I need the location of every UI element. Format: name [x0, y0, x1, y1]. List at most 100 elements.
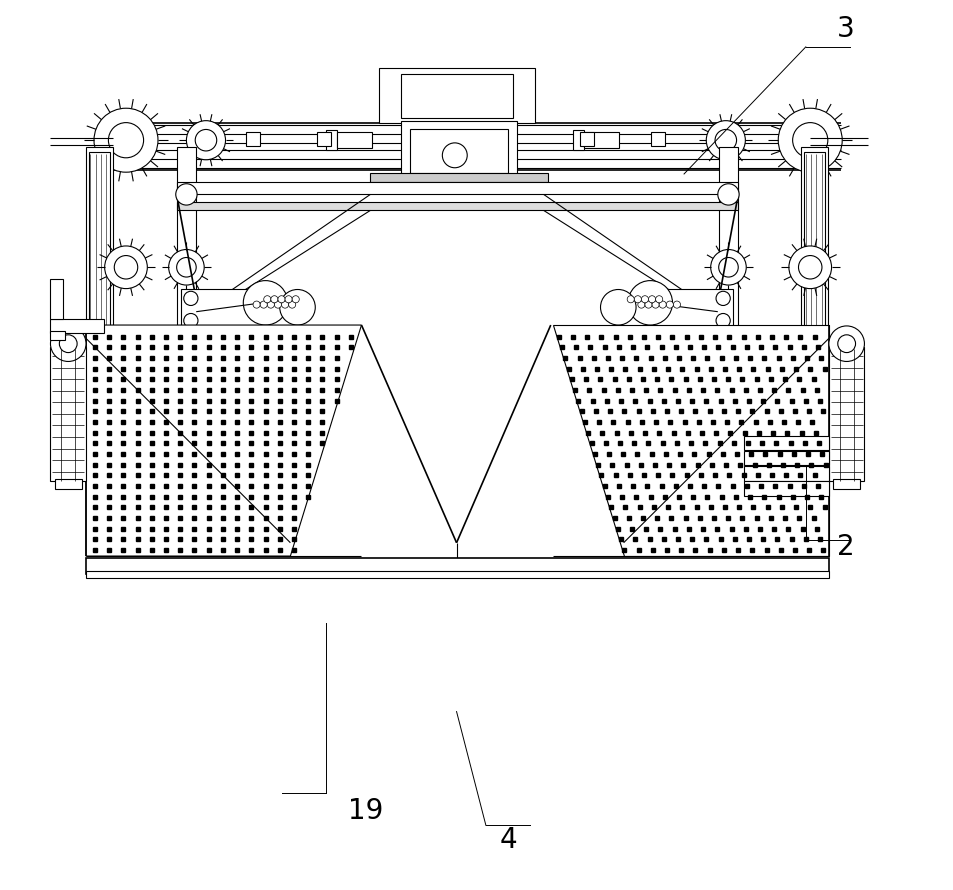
Circle shape [718, 257, 738, 277]
Circle shape [260, 301, 267, 308]
Circle shape [716, 291, 729, 305]
Bar [651, 133, 664, 147]
Bar [801, 148, 827, 498]
Bar [55, 479, 82, 490]
Bar [579, 133, 594, 147]
Bar [51, 347, 86, 481]
Circle shape [169, 249, 204, 285]
Bar [51, 279, 63, 319]
Circle shape [94, 109, 158, 172]
Circle shape [717, 183, 739, 205]
Circle shape [442, 143, 467, 167]
Circle shape [627, 280, 672, 325]
Circle shape [114, 255, 137, 279]
Circle shape [716, 336, 729, 350]
Bar [51, 331, 65, 340]
Bar [742, 481, 828, 496]
Bar [326, 131, 336, 150]
Circle shape [659, 301, 665, 308]
Circle shape [640, 295, 648, 303]
Bar [828, 347, 863, 481]
Circle shape [274, 301, 281, 308]
Circle shape [655, 295, 662, 303]
Circle shape [626, 295, 634, 303]
Circle shape [292, 295, 299, 303]
Circle shape [638, 301, 644, 308]
Circle shape [186, 121, 225, 160]
Circle shape [285, 295, 292, 303]
Circle shape [634, 295, 640, 303]
Circle shape [184, 313, 198, 328]
Bar [742, 466, 828, 481]
Bar [718, 148, 738, 498]
Bar [401, 74, 512, 118]
Bar [86, 148, 112, 498]
Bar [410, 129, 508, 173]
Circle shape [184, 380, 198, 394]
Circle shape [184, 358, 198, 372]
Circle shape [715, 129, 736, 151]
Circle shape [105, 246, 147, 288]
Bar [246, 133, 260, 147]
Circle shape [716, 313, 729, 328]
Circle shape [599, 289, 636, 325]
Bar [742, 451, 828, 465]
Bar [370, 173, 548, 182]
Circle shape [778, 109, 841, 172]
Circle shape [792, 123, 827, 158]
Circle shape [184, 402, 198, 417]
Circle shape [184, 291, 198, 305]
Circle shape [277, 295, 285, 303]
Circle shape [109, 123, 144, 158]
Circle shape [705, 121, 744, 160]
Text: 2: 2 [836, 533, 854, 562]
Bar [573, 131, 583, 150]
Circle shape [263, 295, 271, 303]
Circle shape [788, 246, 831, 288]
Text: 4: 4 [498, 827, 517, 854]
Circle shape [184, 336, 198, 350]
Text: 3: 3 [836, 15, 854, 43]
Circle shape [176, 257, 196, 277]
Bar [833, 479, 859, 490]
Circle shape [195, 129, 216, 151]
Circle shape [175, 183, 197, 205]
Bar [316, 133, 331, 147]
Circle shape [665, 301, 673, 308]
Circle shape [281, 301, 289, 308]
Bar [803, 152, 824, 494]
Bar [176, 148, 196, 498]
Bar [336, 133, 372, 149]
Polygon shape [552, 325, 828, 556]
Circle shape [710, 249, 745, 285]
Bar [583, 133, 618, 149]
Bar [401, 121, 517, 178]
Bar [176, 182, 738, 194]
Circle shape [271, 295, 277, 303]
Bar [89, 152, 110, 494]
Circle shape [716, 380, 729, 394]
Circle shape [279, 289, 314, 325]
Circle shape [798, 255, 821, 279]
Text: 19: 19 [348, 797, 383, 825]
Circle shape [837, 335, 855, 352]
Bar [742, 436, 828, 450]
Bar [181, 289, 261, 418]
Circle shape [648, 295, 655, 303]
Circle shape [59, 335, 77, 352]
Circle shape [243, 280, 288, 325]
Bar [86, 571, 828, 578]
Circle shape [289, 301, 295, 308]
Circle shape [644, 301, 651, 308]
Circle shape [716, 358, 729, 372]
Circle shape [651, 301, 659, 308]
Bar [652, 289, 732, 418]
Circle shape [51, 326, 86, 361]
Bar [86, 558, 828, 574]
Circle shape [828, 326, 863, 361]
Circle shape [673, 301, 679, 308]
Bar [176, 201, 738, 210]
Bar [379, 69, 535, 124]
Bar [51, 319, 104, 333]
Circle shape [716, 402, 729, 417]
